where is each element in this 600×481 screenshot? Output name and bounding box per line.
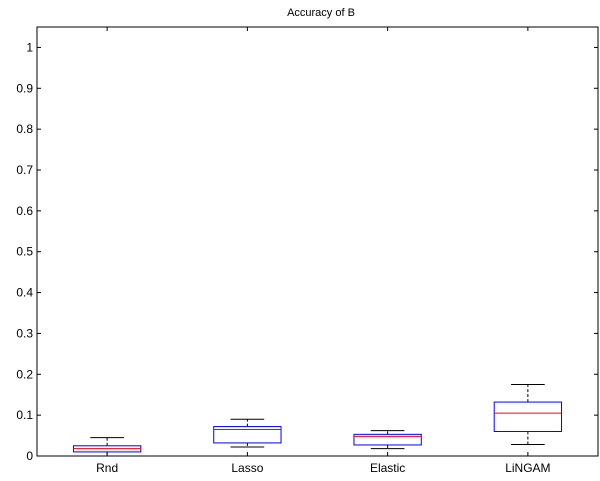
box-lingam [493, 384, 563, 446]
box-rnd [72, 437, 142, 457]
x-tick-label: Rnd [96, 461, 118, 475]
y-axis-ticks: 0 0.1 0.2 0.3 0.4 0.5 0.6 0.7 0.8 0.9 1 [16, 40, 598, 463]
y-tick-label: 0.9 [16, 81, 33, 95]
y-tick-label: 0.6 [16, 204, 33, 218]
y-tick-label: 0.7 [16, 163, 33, 177]
box-iqr [213, 426, 282, 444]
box-iqr [493, 401, 563, 432]
y-tick-label: 0.5 [16, 245, 33, 259]
y-tick-label: 0.3 [16, 326, 33, 340]
x-tick-label: LiNGAM [505, 461, 550, 475]
plot-frame [36, 26, 599, 457]
y-tick-label: 0 [26, 449, 33, 463]
x-tick-label: Elastic [370, 461, 405, 475]
box-series [72, 384, 563, 457]
y-tick-label: 0.1 [16, 408, 33, 422]
y-tick-label: 0.8 [16, 122, 33, 136]
chart-title: Accuracy of B [287, 7, 355, 19]
y-tick-label: 0.2 [16, 367, 33, 381]
plot-axes [36, 26, 599, 457]
box-lasso [213, 418, 282, 448]
x-axis-ticks: Rnd Lasso Elastic LiNGAM [96, 27, 551, 475]
x-tick-label: Lasso [231, 461, 263, 475]
y-tick-label: 1 [26, 40, 33, 54]
y-tick-label: 0.4 [16, 286, 33, 300]
box-elastic [353, 430, 422, 450]
box-iqr [353, 433, 422, 446]
